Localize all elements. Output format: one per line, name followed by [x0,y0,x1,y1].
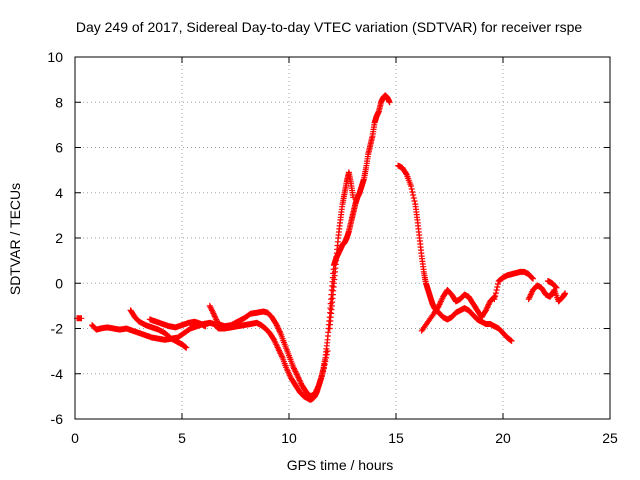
data-point-markers [525,282,569,305]
series-segment [206,302,331,400]
data-point-markers [127,307,190,351]
grid [75,57,610,419]
y-tick-label: -6 [51,411,64,427]
data-point-markers [206,302,331,400]
series-segment [395,162,515,344]
data-series [74,92,569,403]
y-axis-ticks: -6 -4 -2 0 2 4 6 8 10 [47,49,610,427]
series-segment [491,268,536,303]
y-tick-label: 0 [55,275,63,291]
y-tick-label: 2 [55,230,63,246]
y-tick-label: 6 [55,140,63,156]
series-segment [525,282,569,305]
data-point-markers [146,316,209,331]
chart-title: Day 249 of 2017, Sidereal Day-to-day VTE… [76,19,582,35]
y-tick-label: 8 [55,94,63,110]
series-segment [127,307,190,351]
x-tick-label: 0 [71,430,79,446]
series-segment [326,169,357,332]
x-tick-label: 25 [602,430,618,446]
x-tick-label: 15 [388,430,404,446]
y-tick-label: -2 [51,321,64,337]
series-segment [544,278,560,291]
x-tick-label: 20 [495,430,511,446]
series-segment [418,287,498,334]
x-tick-label: 5 [178,430,186,446]
x-tick-label: 10 [281,430,297,446]
data-point-markers [74,315,85,322]
y-axis-label: SDTVAR / TECUs [7,183,23,295]
y-tick-label: 10 [47,49,63,65]
data-point-markers [395,162,515,344]
data-point-markers [418,287,498,334]
series-segment [146,316,209,331]
series-segment [89,92,393,403]
data-point-markers [326,169,357,332]
data-point-markers [89,92,393,403]
x-axis-label: GPS time / hours [287,457,394,473]
y-tick-label: -4 [51,366,64,382]
x-axis-ticks: 0 5 10 15 20 25 [71,57,618,446]
y-tick-label: 4 [55,185,63,201]
data-point-markers [491,268,536,303]
data-point-markers [544,278,560,291]
series-segment [74,315,85,322]
